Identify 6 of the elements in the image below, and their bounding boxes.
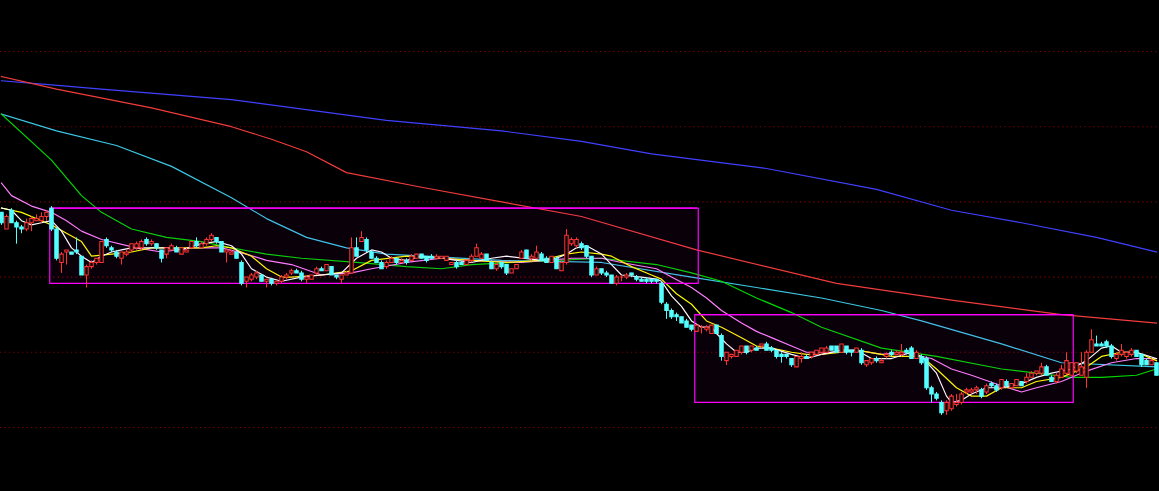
candlestick [239,259,244,286]
candlestick [719,332,724,362]
candlestick [659,280,664,305]
candlestick [59,251,64,274]
candlestick [354,236,359,257]
candlestick [79,255,84,276]
